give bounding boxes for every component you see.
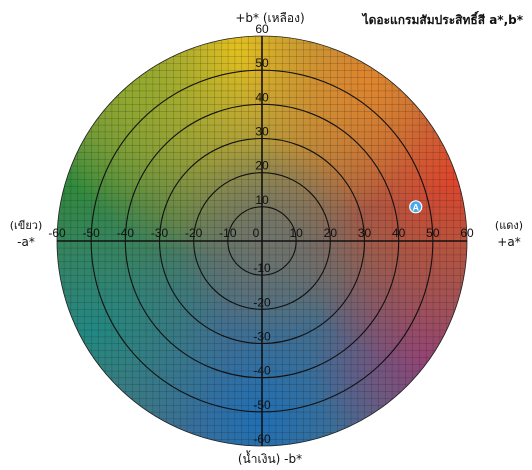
b-tick-label: -40 xyxy=(253,364,271,378)
top-axis-label: +b* (เหลือง) xyxy=(235,11,304,25)
left-axis-label-line1: (เขียว) xyxy=(10,219,42,232)
b-tick-label: -20 xyxy=(253,295,271,309)
b-tick-label: 10 xyxy=(255,193,269,207)
a-tick-label: -40 xyxy=(117,226,135,240)
marker-circle xyxy=(409,200,423,214)
b-tick-label: 50 xyxy=(255,56,269,70)
diagram-title: ไดอะแกรมสัมประสิทธิ์สี a*,b* xyxy=(361,11,524,27)
bottom-axis-label: (น้ำเงิน) -b* xyxy=(238,450,302,466)
a-tick-label: -30 xyxy=(151,226,169,240)
b-tick-label: 40 xyxy=(255,90,269,104)
b-tick-label: -60 xyxy=(253,432,271,446)
marker-point-a: A xyxy=(409,200,423,214)
a-tick-label: -20 xyxy=(185,226,203,240)
a-tick-label: -50 xyxy=(82,226,100,240)
a-tick-label: 0 xyxy=(253,226,260,240)
marker-label: A xyxy=(413,202,420,212)
a-tick-label: -60 xyxy=(48,226,66,240)
a-tick-label: 20 xyxy=(324,226,338,240)
a-tick-label: 30 xyxy=(358,226,372,240)
left-axis-label-line2: -a* xyxy=(17,235,35,249)
a-tick-label: 50 xyxy=(426,226,440,240)
right-axis-label-line2: +a* xyxy=(497,235,520,249)
a-tick-label: -10 xyxy=(219,226,237,240)
b-tick-label: -10 xyxy=(253,261,271,275)
b-tick-label: 20 xyxy=(255,159,269,173)
b-axis-ticks: 60 50 40 30 20 10 -10 -20 -30 -40 -50 -60 xyxy=(253,22,271,446)
b-tick-label: -30 xyxy=(253,330,271,344)
right-axis-label-line1: (แดง) xyxy=(495,219,523,232)
b-tick-label: 60 xyxy=(255,22,269,36)
a-tick-label: 40 xyxy=(392,226,406,240)
a-tick-label: 60 xyxy=(460,226,474,240)
b-tick-label: -50 xyxy=(253,398,271,412)
b-tick-label: 30 xyxy=(255,125,269,139)
a-tick-label: 10 xyxy=(289,226,303,240)
a-axis-ticks: -60 -50 -40 -30 -20 -10 0 10 20 30 40 50 60 xyxy=(48,226,474,240)
